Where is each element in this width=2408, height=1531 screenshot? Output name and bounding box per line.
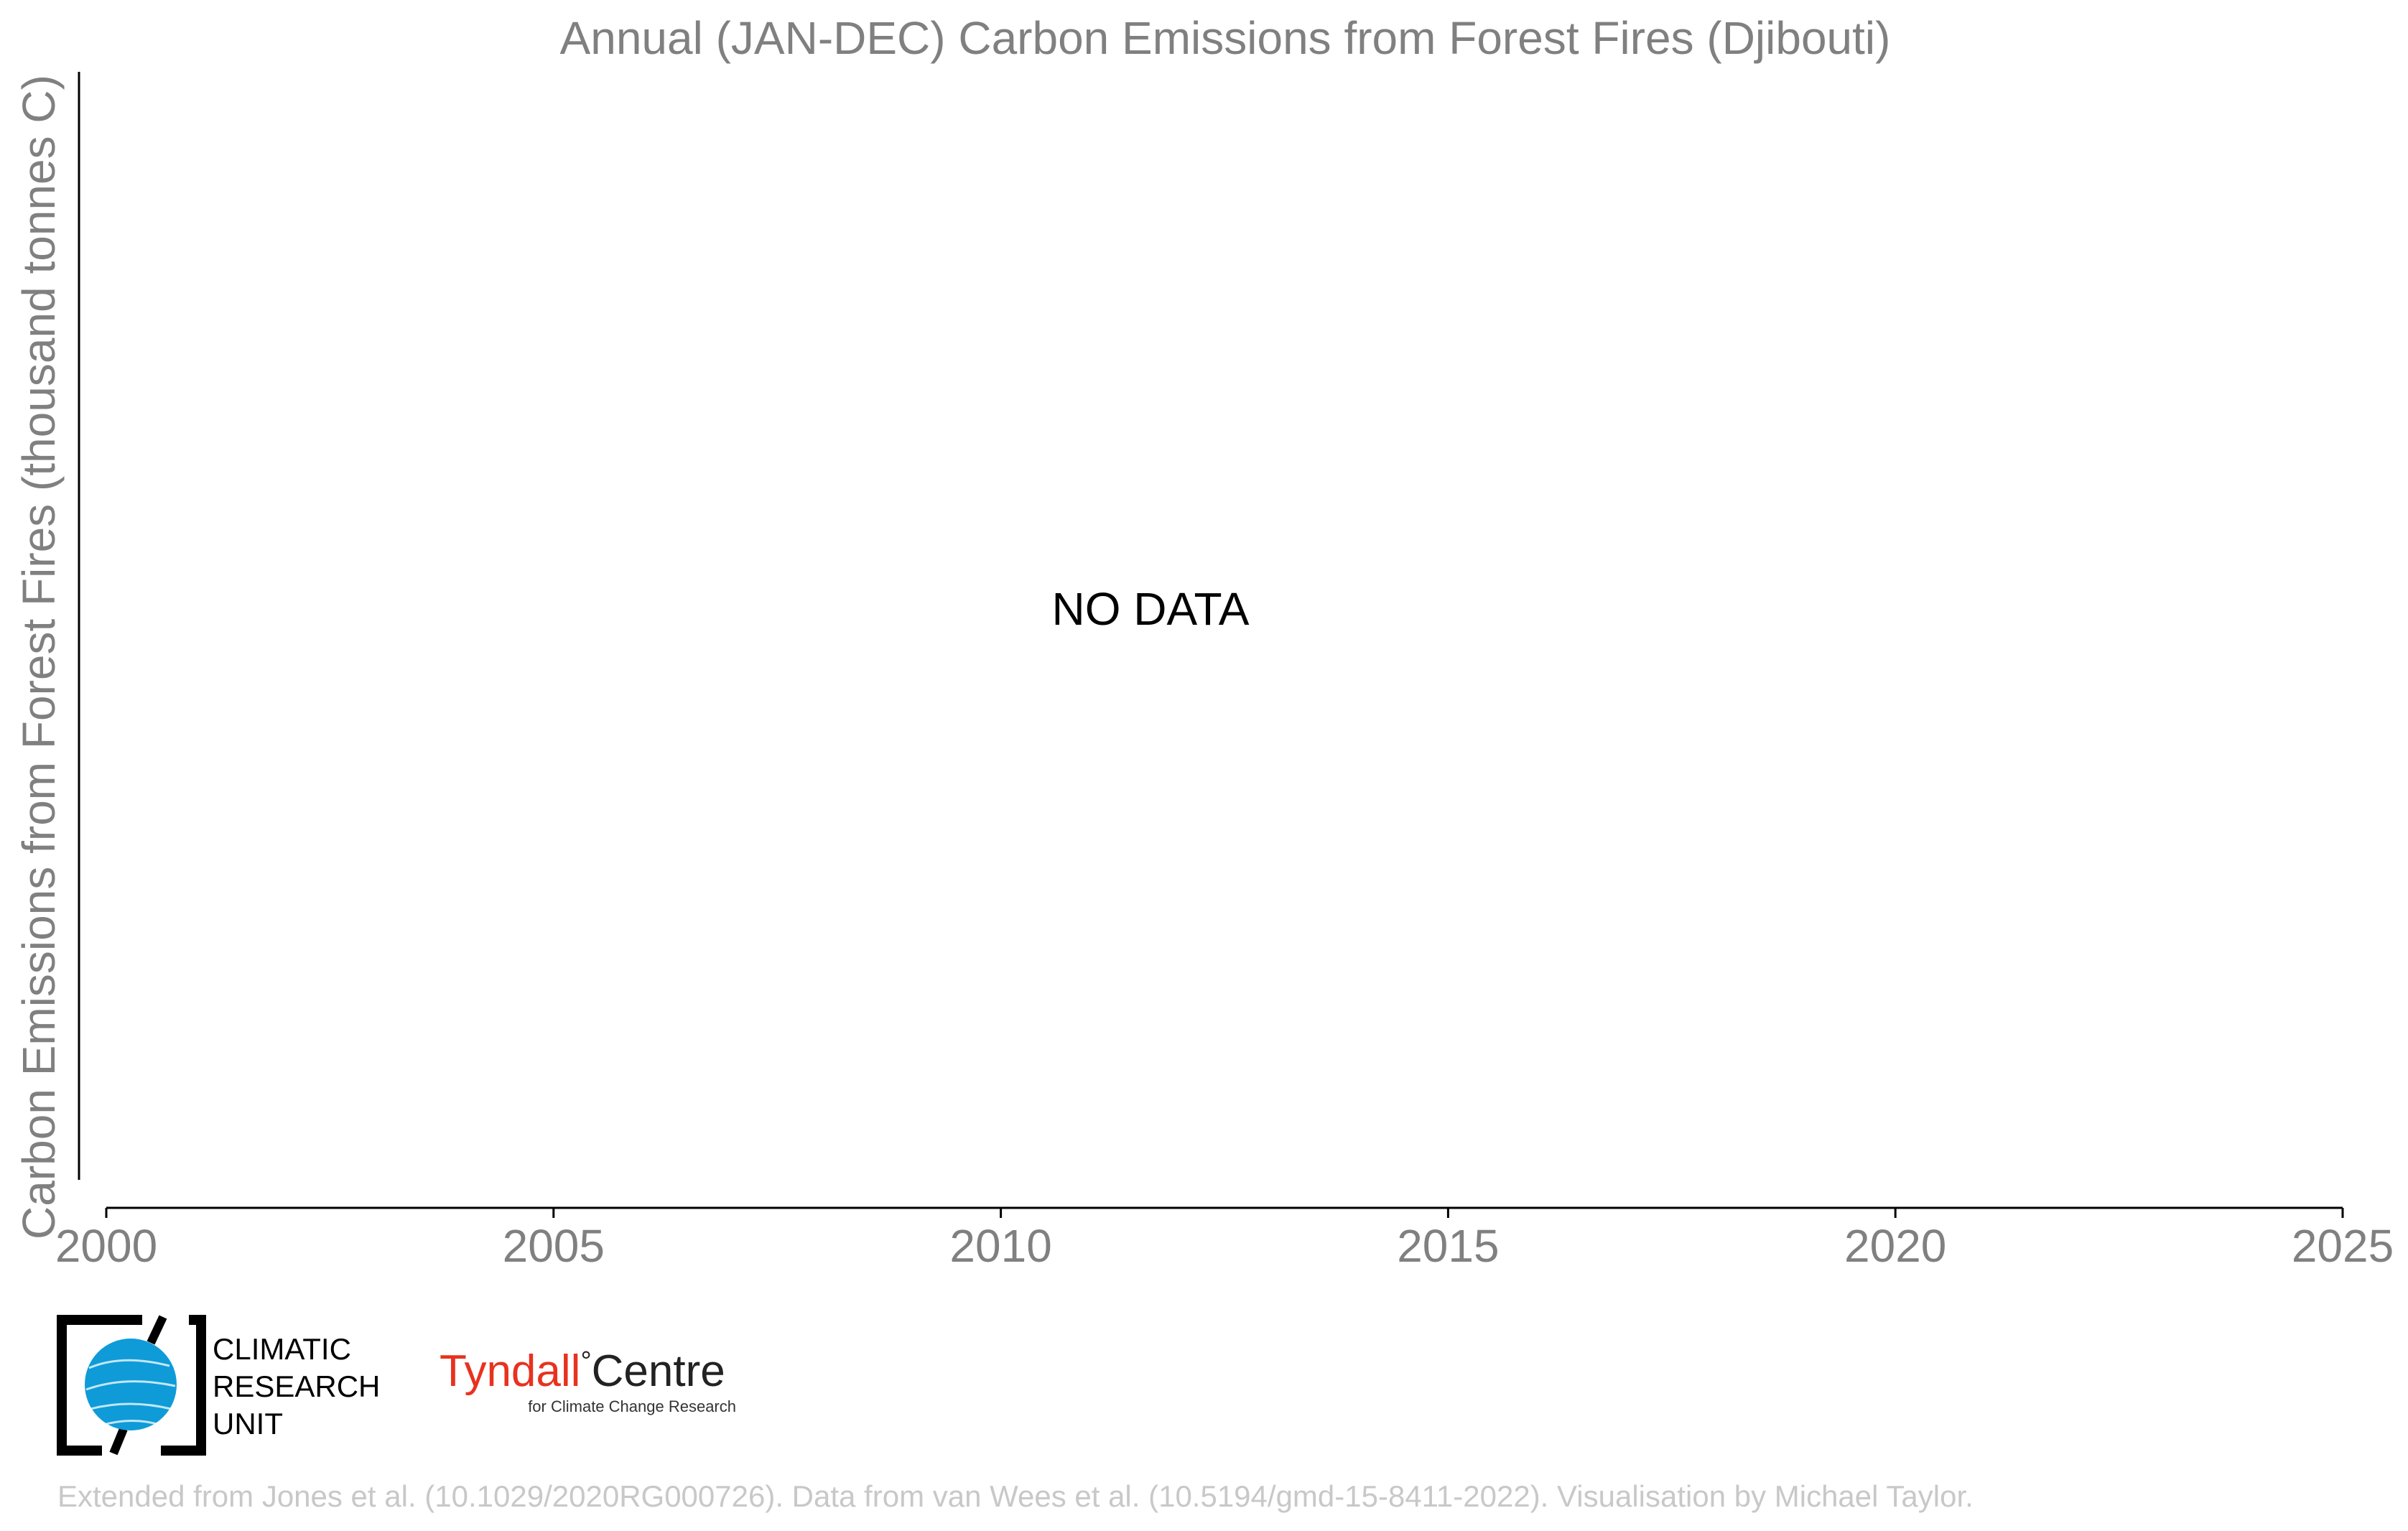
- globe-lines: [85, 1359, 176, 1427]
- tyndall-degree: °: [580, 1346, 591, 1377]
- tyndall-logo-text: Tyndall°Centre: [440, 1346, 725, 1396]
- credit-text: Extended from Jones et al. (10.1029/2020…: [57, 1479, 1974, 1513]
- centre-word: Centre: [592, 1346, 725, 1396]
- x-tick-label: 2000: [55, 1220, 157, 1272]
- x-tick-label: 2005: [503, 1220, 605, 1272]
- tyndall-logo: Tyndall°Centre for Climate Change Resear…: [440, 1346, 736, 1415]
- tyndall-subtitle: for Climate Change Research: [528, 1397, 736, 1415]
- x-tick-label: 2010: [949, 1220, 1051, 1272]
- cru-text-line3: UNIT: [213, 1407, 283, 1441]
- x-axis-ticks: 2000 2005 2010 2015 2020 2025: [55, 1208, 2394, 1272]
- cru-text-line2: RESEARCH: [213, 1369, 380, 1403]
- x-tick-label: 2015: [1397, 1220, 1499, 1272]
- cru-text-line1: CLIMATIC: [213, 1332, 351, 1366]
- x-tick-label: 2020: [1844, 1220, 1946, 1272]
- cru-frame: [57, 1315, 206, 1456]
- no-data-annotation: NO DATA: [1052, 583, 1250, 635]
- y-axis-label: Carbon Emissions from Forest Fires (thou…: [13, 75, 65, 1239]
- cru-logo: CLIMATIC RESEARCH UNIT: [57, 1315, 380, 1456]
- tyndall-word: Tyndall: [440, 1346, 580, 1396]
- cru-slash-top: [147, 1315, 167, 1345]
- x-tick-label: 2025: [2292, 1220, 2394, 1272]
- chart-title: Annual (JAN-DEC) Carbon Emissions from F…: [560, 12, 1891, 64]
- cru-slash-bottom: [109, 1427, 128, 1456]
